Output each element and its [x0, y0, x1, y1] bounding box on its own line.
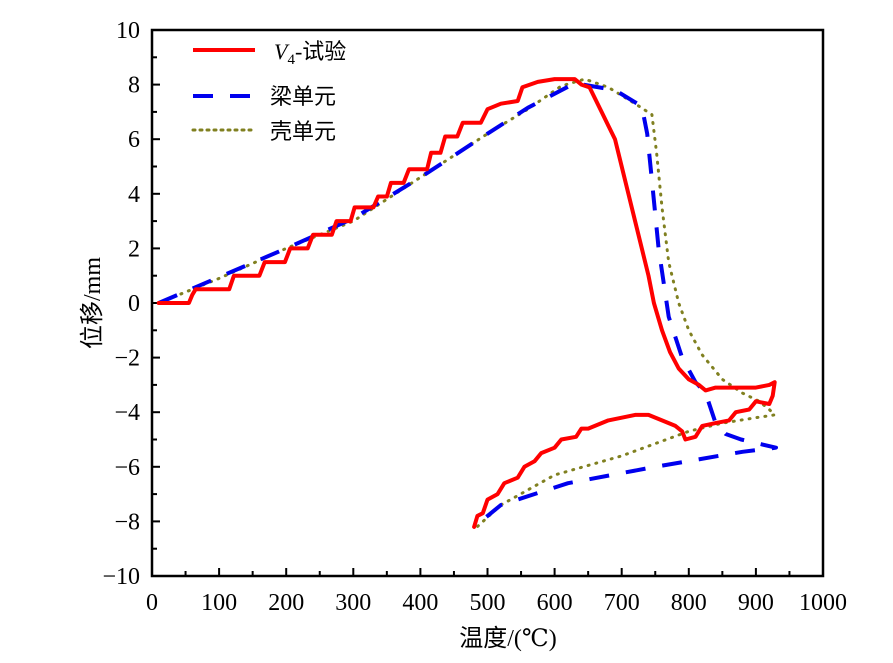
y-tick-label: 0 [128, 291, 140, 317]
x-tick-label: 300 [335, 590, 371, 616]
x-axis: 0 100 200 300 400 500 600 700 800 900 1000 [146, 568, 847, 616]
legend-label-test-rest: -试验 [295, 39, 346, 64]
x-tick-label: 0 [146, 590, 158, 616]
legend-label-test-main: V [274, 39, 290, 64]
x-tick-label: 900 [738, 590, 774, 616]
y-tick-label: 8 [128, 73, 140, 99]
x-tick-label: 700 [604, 590, 640, 616]
x-axis-title: 温度/(℃) [459, 625, 557, 652]
series-layer [156, 77, 778, 532]
x-tick-label: 1000 [799, 590, 847, 616]
x-tick-label: 500 [470, 590, 506, 616]
y-axis: −10 −8 −6 −4 −2 0 2 4 6 8 10 [102, 18, 160, 590]
y-tick-label: 4 [128, 182, 140, 208]
legend-label-shell: 壳单元 [270, 119, 336, 144]
series-line-beam [157, 81, 778, 529]
y-tick-label: 10 [116, 18, 140, 44]
y-tick-label: −6 [114, 455, 140, 481]
legend-label-test-sub: 4 [287, 52, 295, 68]
legend-label-beam: 梁单元 [270, 84, 336, 109]
y-tick-label: 6 [128, 127, 140, 153]
x-tick-label: 100 [201, 590, 237, 616]
legend-label-test: V4-试验 [274, 39, 346, 68]
x-tick-label: 400 [402, 590, 438, 616]
legend: V4-试验 梁单元 壳单元 [191, 39, 346, 144]
y-tick-label: 2 [128, 236, 140, 262]
y-tick-label: −2 [114, 346, 140, 372]
y-axis-title: 位移/mm [79, 257, 106, 349]
series-line-test [156, 77, 777, 529]
y-tick-label: −4 [114, 400, 140, 426]
x-tick-label: 600 [537, 590, 573, 616]
y-tick-label: −10 [102, 564, 140, 590]
x-tick-label: 800 [671, 590, 707, 616]
y-tick-label: −8 [114, 509, 140, 535]
x-tick-label: 200 [268, 590, 304, 616]
